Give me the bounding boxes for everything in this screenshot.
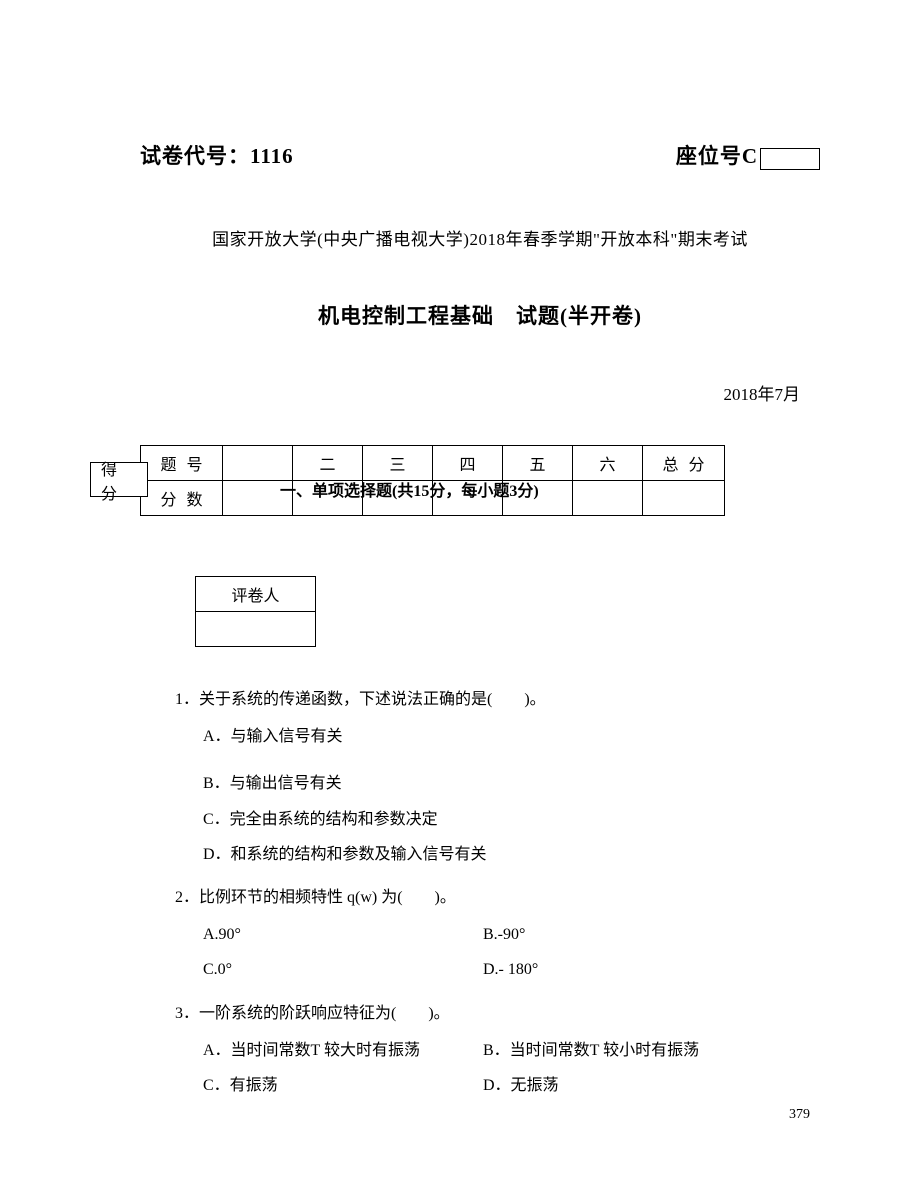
option: C．有振荡: [203, 1068, 483, 1103]
university-line: 国家开放大学(中央广播电视大学)2018年春季学期"开放本科"期末考试: [140, 225, 820, 250]
question-text: 2．比例环节的相频特性 q(w) 为( )。: [175, 880, 820, 915]
row-header: 题号: [141, 446, 223, 481]
option: B．与输出信号有关: [203, 766, 820, 801]
table-row: 评卷人: [196, 577, 316, 612]
reviewer-table: 评卷人: [195, 576, 316, 647]
col-4: 四: [433, 446, 503, 481]
row-header: 分数: [141, 481, 223, 516]
exam-date: 2018年7月: [140, 380, 820, 405]
col-5: 五: [503, 446, 573, 481]
table-row: 题号 二 三 四 五 六 总分: [141, 446, 725, 481]
option-row: A.90°B.-90°: [203, 917, 820, 952]
option: B．当时间常数T 较小时有振荡: [483, 1033, 763, 1068]
defen-box: 得分: [90, 462, 148, 497]
reviewer-area: 评卷人: [195, 576, 820, 647]
option: D.- 180°: [483, 952, 763, 987]
col-total: 总分: [643, 446, 725, 481]
option: C.0°: [203, 952, 483, 987]
option: A．当时间常数T 较大时有振荡: [203, 1033, 483, 1068]
reviewer-label: 评卷人: [196, 577, 316, 612]
option: D．和系统的结构和参数及输入信号有关: [203, 837, 820, 872]
question: 3．一阶系统的阶跃响应特征为( )。A．当时间常数T 较大时有振荡B．当时间常数…: [175, 996, 820, 1104]
score-area: 得分 一、单项选择题(共15分，每小题3分) 题号 二 三 四 五 六 总分 分…: [140, 445, 820, 516]
option-row: C．有振荡D．无振荡: [203, 1068, 820, 1103]
exam-code: 试卷代号：1116: [140, 140, 294, 170]
seat-field: [760, 148, 820, 170]
questions-container: 1．关于系统的传递函数，下述说法正确的是( )。A．与输入信号有关 B．与输出信号…: [140, 682, 820, 1103]
col-2: 二: [293, 446, 363, 481]
score-cell: [643, 481, 725, 516]
question-text: 3．一阶系统的阶跃响应特征为( )。: [175, 996, 820, 1031]
option: C．完全由系统的结构和参数决定: [203, 802, 820, 837]
question-text: 1．关于系统的传递函数，下述说法正确的是( )。: [175, 682, 820, 717]
option-row: C.0°D.- 180°: [203, 952, 820, 987]
option: D．无振荡: [483, 1068, 763, 1103]
score-cell: [573, 481, 643, 516]
table-row: [196, 612, 316, 647]
col-1: [223, 446, 293, 481]
section-title: 一、单项选择题(共15分，每小题3分): [280, 477, 539, 501]
question: 1．关于系统的传递函数，下述说法正确的是( )。A．与输入信号有关 B．与输出信号…: [175, 682, 820, 872]
exam-code-value: 1116: [250, 144, 294, 168]
seat-label: 座位号C: [676, 140, 758, 170]
question: 2．比例环节的相频特性 q(w) 为( )。A.90°B.-90°C.0°D.-…: [175, 880, 820, 988]
reviewer-blank: [196, 612, 316, 647]
exam-title: 机电控制工程基础 试题(半开卷): [140, 300, 820, 330]
option: A．与输入信号有关: [203, 719, 820, 754]
exam-code-label: 试卷代号：: [140, 144, 250, 168]
header-row: 试卷代号：1116 座位号C: [140, 140, 820, 170]
seat-box: 座位号C: [676, 140, 820, 170]
option: B.-90°: [483, 917, 763, 952]
option: A.90°: [203, 917, 483, 952]
page-number: 379: [789, 1107, 810, 1123]
option-row: A．当时间常数T 较大时有振荡B．当时间常数T 较小时有振荡: [203, 1033, 820, 1068]
col-3: 三: [363, 446, 433, 481]
col-6: 六: [573, 446, 643, 481]
